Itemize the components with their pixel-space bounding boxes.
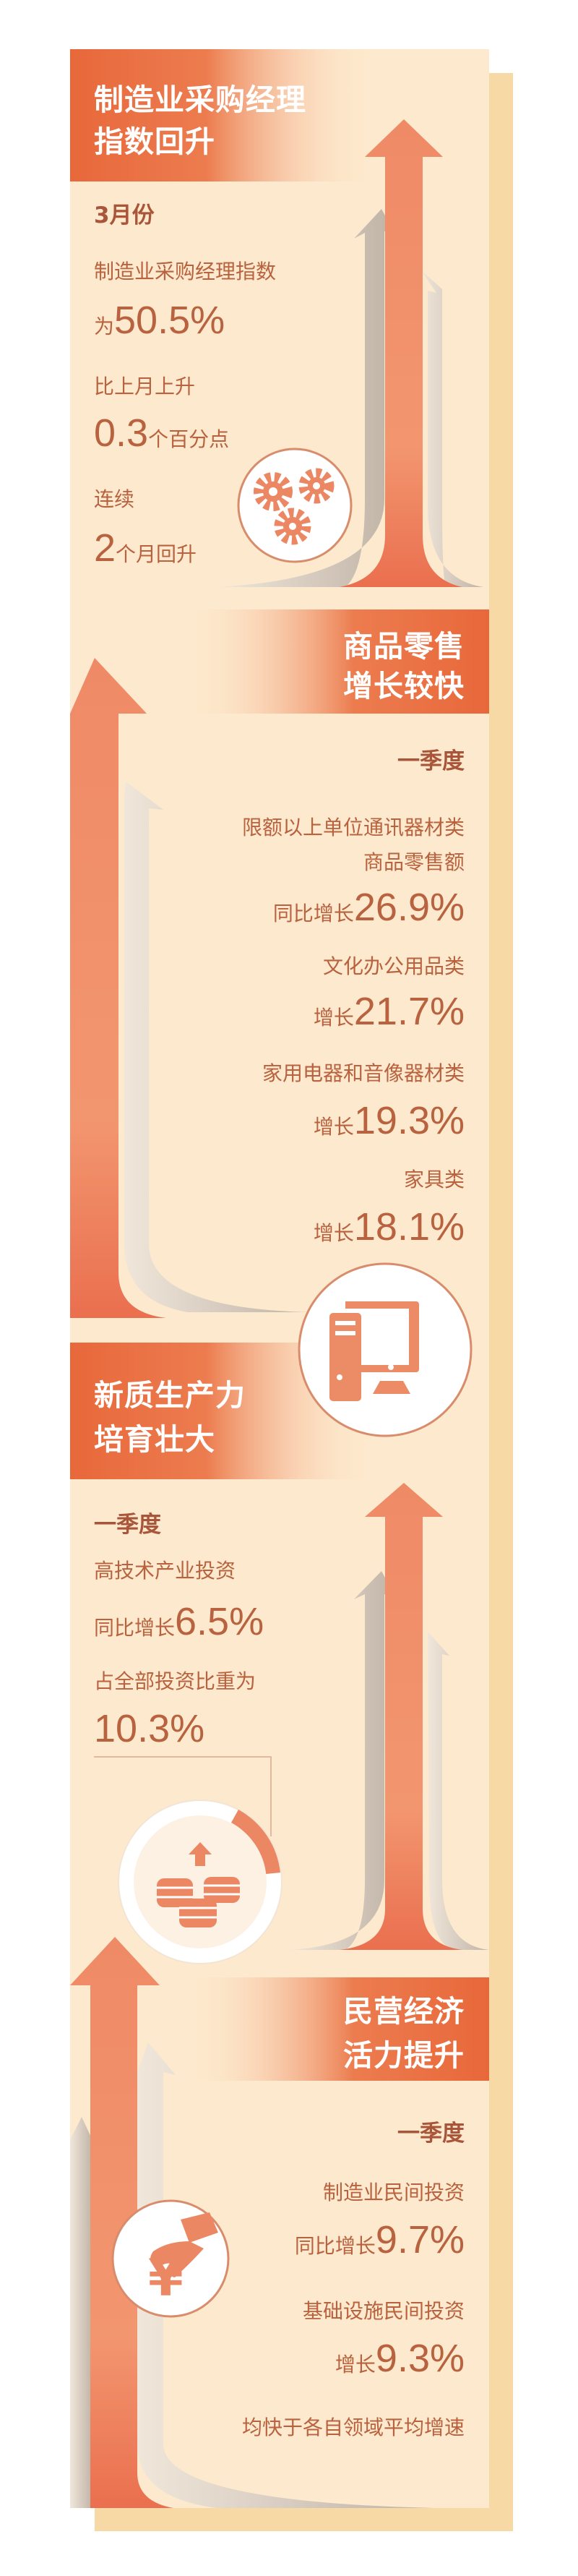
orange-arrow-4 [70, 1937, 173, 2508]
pmi-label: 制造业采购经理指数 [94, 260, 277, 283]
section-4-title-line-1: 民营经济 [343, 1994, 465, 2029]
gears-icon [237, 448, 353, 563]
gray-arrow-3b [428, 1632, 489, 1950]
infra-private-label: 基础设施民间投资 [302, 2299, 465, 2323]
hightech-label: 高技术产业投资 [94, 1559, 236, 1583]
section-1-period: 3月份 [94, 202, 155, 228]
pmi-change-label: 比上月上升 [94, 375, 196, 398]
share-ring-arc [231, 1810, 280, 1874]
pmi-value: 为50.5% [94, 299, 225, 342]
appliance-label: 家用电器和音像器材类 [262, 1061, 465, 1085]
orange-arrow-1 [340, 119, 462, 587]
pmi-change-value: 0.3个百分点 [94, 411, 230, 455]
section-2-period: 一季度 [397, 748, 465, 774]
telecom-value: 同比增长26.9% [272, 886, 465, 929]
mfg-private-value: 同比增长9.7% [294, 2218, 465, 2262]
header-bar-4 [188, 1977, 489, 2081]
header-bar-1 [70, 49, 374, 181]
furniture-value: 增长18.1% [313, 1205, 465, 1249]
furniture-label: 家具类 [403, 1168, 465, 1191]
consecutive-label: 连续 [94, 487, 135, 511]
share-value: 10.3% [94, 1707, 205, 1750]
section-4-title-line-2: 活力提升 [343, 2038, 465, 2073]
section-2-title-line-1: 商品零售 [343, 629, 465, 664]
telecom-label-1: 限额以上单位通讯器材类 [241, 816, 465, 839]
gray-arrow-4a [70, 2117, 92, 2508]
yen-hand-icon: ¥ [111, 2199, 230, 2318]
hightech-value: 同比增长6.5% [94, 1600, 264, 1643]
office-label: 文化办公用品类 [322, 954, 465, 978]
section-4-period: 一季度 [397, 2121, 465, 2147]
appliance-value: 增长19.3% [313, 1099, 465, 1142]
gray-arrow-2 [124, 782, 311, 1312]
section-1-title-line-2: 指数回升 [94, 124, 215, 159]
computer-icon [298, 1262, 473, 1437]
orange-arrow-2 [70, 658, 166, 1318]
telecom-label-2: 商品零售额 [363, 850, 465, 874]
section-1-title-line-1: 制造业采购经理 [94, 82, 306, 117]
section-3-period: 一季度 [94, 1512, 161, 1538]
gray-arrow-1b [420, 270, 483, 587]
share-label: 占全部投资比重为 [94, 1669, 256, 1693]
header-bar-2 [188, 609, 489, 714]
orange-arrow-3 [340, 1483, 462, 1950]
gray-arrow-1a [217, 209, 396, 587]
svg-text:¥: ¥ [148, 2248, 184, 2308]
gray-arrow-4b [137, 2042, 434, 2508]
note: 均快于各自领域平均增速 [241, 2415, 465, 2439]
section-3-title-line-2: 培育壮大 [94, 1422, 215, 1457]
mfg-private-label: 制造业民间投资 [322, 2181, 465, 2204]
infra-private-value: 增长9.3% [335, 2337, 465, 2380]
connector-line [94, 1756, 272, 1836]
gray-arrow-3a [289, 1571, 396, 1950]
coins-up-icon [118, 1800, 282, 1964]
section-2-title-line-2: 增长较快 [343, 669, 465, 703]
office-value: 增长21.7% [313, 990, 465, 1033]
consecutive-value: 2个月回升 [94, 526, 197, 570]
section-3-title-line-1: 新质生产力 [94, 1378, 246, 1413]
